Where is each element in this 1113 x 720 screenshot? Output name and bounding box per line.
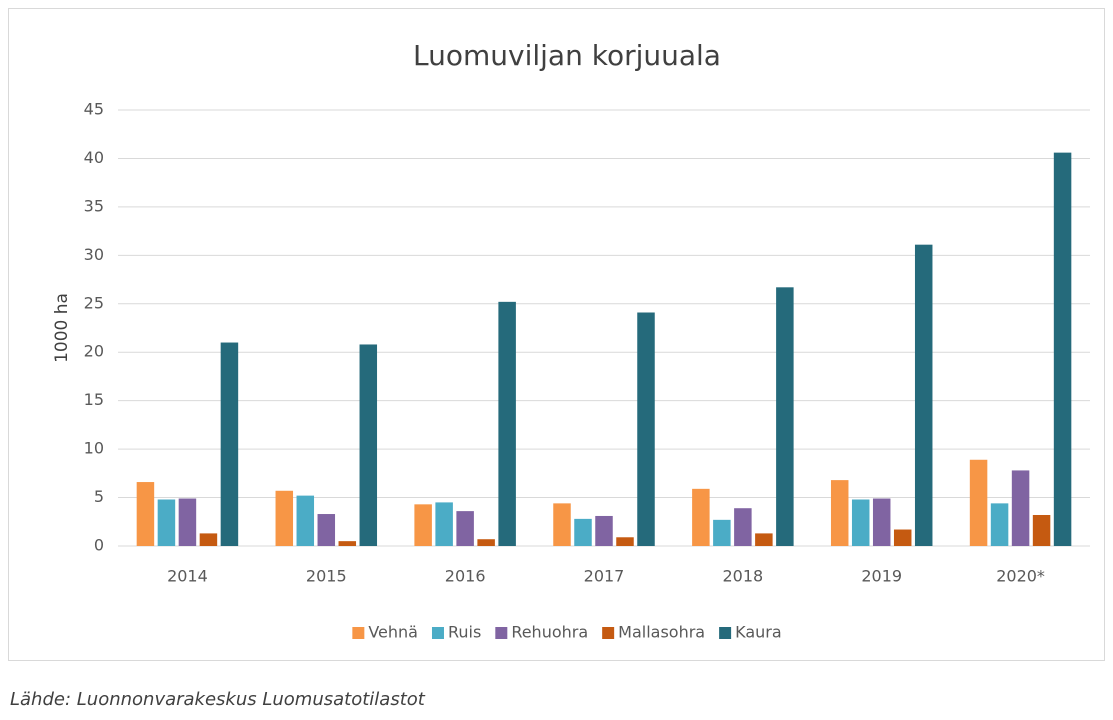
x-tick-label: 2014 xyxy=(167,567,208,586)
chart-frame xyxy=(8,8,1105,661)
bar xyxy=(990,503,1009,546)
bar xyxy=(136,482,155,546)
x-tick-label: 2018 xyxy=(722,567,763,586)
bar xyxy=(692,488,710,546)
legend-swatch xyxy=(495,627,508,639)
bar xyxy=(157,499,176,546)
bar xyxy=(830,480,849,546)
x-tick-label: 2016 xyxy=(445,567,486,586)
legend-label: Rehuohra xyxy=(511,623,588,642)
y-tick-label: 20 xyxy=(84,342,104,361)
bar xyxy=(317,514,336,546)
bar xyxy=(776,287,794,546)
bar xyxy=(296,495,315,546)
bar xyxy=(477,539,495,546)
bar xyxy=(1053,152,1072,546)
bar xyxy=(1011,470,1030,546)
bar xyxy=(574,518,592,546)
bar xyxy=(1032,514,1051,546)
x-tick-label: 2020* xyxy=(996,567,1045,586)
legend-label: Ruis xyxy=(448,623,481,642)
y-tick-label: 45 xyxy=(84,100,104,119)
x-tick-label: 2015 xyxy=(306,567,347,586)
x-tick-label: 2017 xyxy=(584,567,625,586)
bar xyxy=(553,503,571,546)
y-tick-label: 10 xyxy=(84,439,104,458)
y-tick-label: 35 xyxy=(84,196,104,215)
source-note: Lähde: Luonnonvarakeskus Luomusatotilast… xyxy=(10,689,426,710)
bar xyxy=(414,504,432,546)
bar xyxy=(872,498,891,546)
y-axis-label: 1000 ha xyxy=(52,293,72,363)
bar xyxy=(851,499,870,546)
legend-label: Vehnä xyxy=(368,623,418,642)
bar xyxy=(359,344,378,546)
bar xyxy=(178,498,197,546)
bar xyxy=(498,301,516,546)
bar xyxy=(275,490,294,546)
bar xyxy=(435,502,453,546)
bar xyxy=(914,244,933,547)
bar xyxy=(338,541,357,546)
y-tick-label: 25 xyxy=(84,293,104,312)
legend-swatch xyxy=(431,627,444,639)
chart-title: Luomuviljan korjuuala xyxy=(413,39,721,72)
y-tick-label: 15 xyxy=(84,390,104,409)
bar xyxy=(616,537,634,546)
bar xyxy=(637,312,655,546)
legend-swatch xyxy=(602,627,615,639)
legend-label: Mallasohra xyxy=(618,623,705,642)
bar xyxy=(199,533,218,546)
bar xyxy=(734,508,752,546)
bar xyxy=(595,515,613,546)
bar xyxy=(713,519,731,546)
legend-swatch xyxy=(352,627,365,639)
bar xyxy=(456,511,474,546)
y-tick-label: 5 xyxy=(94,487,104,506)
bar xyxy=(969,459,988,546)
legend-swatch xyxy=(719,627,732,639)
y-tick-label: 40 xyxy=(84,148,104,167)
bar xyxy=(893,529,912,546)
y-tick-label: 30 xyxy=(84,245,104,264)
x-tick-label: 2019 xyxy=(861,567,902,586)
y-tick-label: 0 xyxy=(94,536,104,555)
legend-label: Kaura xyxy=(735,623,782,642)
bar xyxy=(220,342,239,546)
bar xyxy=(755,533,773,546)
